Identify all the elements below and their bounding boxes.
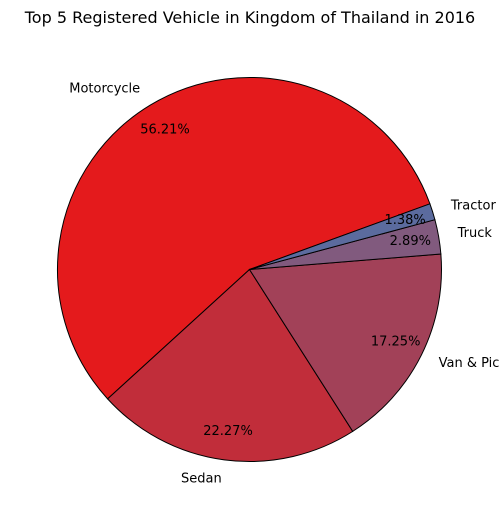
chart-title: Top 5 Registered Vehicle in Kingdom of T… bbox=[24, 8, 475, 27]
slice-label-tractor: Tractor bbox=[450, 198, 497, 213]
slice-value-motorcycle: 56.21% bbox=[140, 122, 190, 137]
slice-value-truck: 2.89% bbox=[390, 234, 431, 249]
slice-label-sedan: Sedan bbox=[181, 471, 222, 486]
slice-value-sedan: 22.27% bbox=[203, 424, 253, 439]
slice-label-truck: Truck bbox=[457, 226, 493, 241]
slice-value-van-pick-up: 17.25% bbox=[371, 335, 421, 350]
slice-value-tractor: 1.38% bbox=[384, 213, 425, 228]
slice-label-motorcycle: Motorcycle bbox=[69, 81, 140, 96]
slice-label-van-pick-up: Van & Pick Up bbox=[439, 356, 500, 371]
pie-slices bbox=[58, 78, 442, 462]
